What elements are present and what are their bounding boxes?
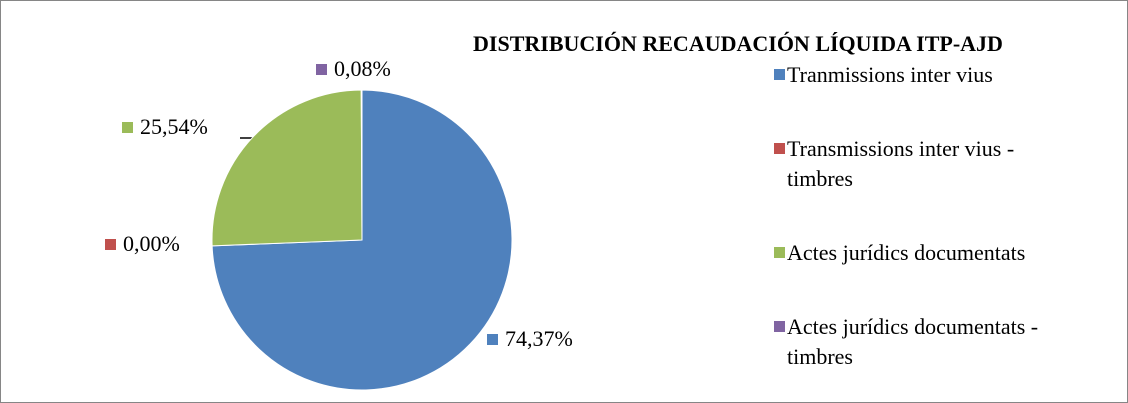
- legend-swatch: [774, 321, 785, 332]
- legend-label: Actes jurídics documentats: [787, 240, 1026, 265]
- pie-slice: [360, 89, 363, 241]
- data-label: 74,37%: [505, 326, 573, 351]
- label-marker: [487, 334, 498, 345]
- legend: Tranmissions inter vius Transmissions int…: [768, 60, 1068, 403]
- data-label: 0,00%: [123, 231, 180, 256]
- data-label: 25,54%: [140, 114, 208, 139]
- legend-label: Actes jurídics documentats - timbres: [787, 314, 1039, 369]
- data-label: 0,08%: [334, 56, 391, 81]
- legend-swatch: [774, 69, 785, 80]
- pie-slice: [211, 89, 363, 247]
- legend-swatch: [774, 143, 785, 154]
- legend-entry: Transmissions inter vius - timbres: [768, 134, 1068, 194]
- label-marker: [105, 239, 116, 250]
- label-marker: [316, 64, 327, 75]
- legend-entry: Actes jurídics documentats: [768, 238, 1068, 268]
- chart-title: DISTRIBUCIÓN RECAUDACIÓN LÍQUIDA ITP-AJD: [473, 31, 1003, 56]
- legend-entry: Actes jurídics documentats - timbres: [768, 312, 1068, 372]
- legend-entry: Tranmissions inter vius: [768, 60, 1068, 90]
- legend-label: Tranmissions inter vius: [787, 62, 993, 87]
- label-marker: [122, 122, 133, 133]
- legend-label: Transmissions inter vius - timbres: [787, 136, 1015, 191]
- legend-swatch: [774, 247, 785, 258]
